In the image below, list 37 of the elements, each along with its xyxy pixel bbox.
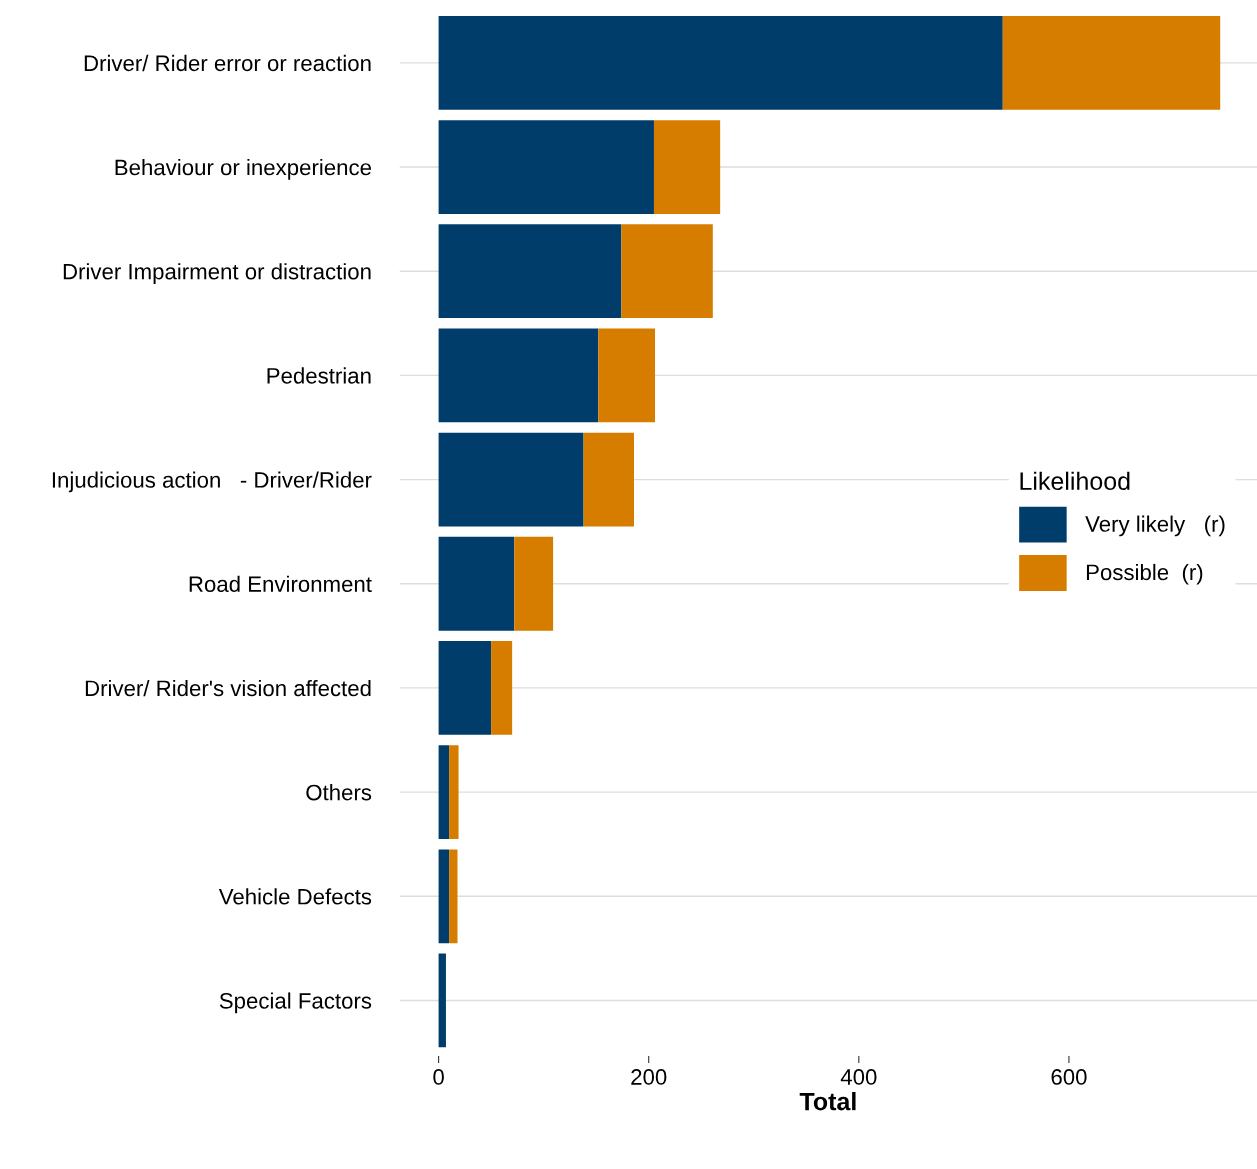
bar	[1002, 15, 1221, 110]
bar	[621, 224, 713, 319]
legend-label: Very likely (r)	[1085, 515, 1225, 537]
bar	[438, 15, 1003, 110]
legend-title: Likelihood	[1020, 471, 1130, 491]
x-tick-label: 400	[840, 1069, 877, 1085]
bar	[438, 849, 450, 944]
bar	[438, 432, 584, 527]
bar	[491, 641, 513, 735]
bar	[438, 224, 622, 319]
bar	[438, 641, 492, 735]
bar	[583, 432, 635, 527]
x-tick-label: 600	[1051, 1069, 1087, 1085]
bar	[438, 120, 654, 214]
y-tick-label: Behaviour or inexperience	[115, 158, 371, 180]
y-tick-label: Driver Impairment or distraction	[63, 263, 371, 284]
x-tick-label: 200	[631, 1069, 667, 1085]
bar	[449, 745, 459, 839]
y-tick-label: Others	[306, 784, 372, 801]
bar	[449, 849, 458, 944]
bar	[438, 328, 599, 423]
y-tick-label: Vehicle Defects	[218, 888, 372, 905]
bar	[438, 536, 515, 631]
y-tick-label: Road Environment	[189, 575, 372, 593]
y-tick-label: Driver/ Rider error or reaction	[84, 54, 371, 72]
bar	[514, 536, 554, 631]
y-tick-label: Pedestrian	[267, 367, 371, 384]
y-tick-label: Special Factors	[219, 992, 372, 1014]
y-tick-label: Injudicious action - Driver/Rider	[52, 471, 372, 493]
bar	[438, 745, 450, 839]
bar	[438, 953, 446, 1048]
bar	[653, 120, 721, 214]
bar	[598, 328, 656, 423]
y-tick-label: Driver/ Rider's vision affected	[85, 679, 371, 697]
x-axis-title: Total	[799, 1092, 856, 1111]
x-tick-label: 0	[433, 1069, 444, 1085]
legend-label: Possible (r)	[1086, 563, 1203, 585]
